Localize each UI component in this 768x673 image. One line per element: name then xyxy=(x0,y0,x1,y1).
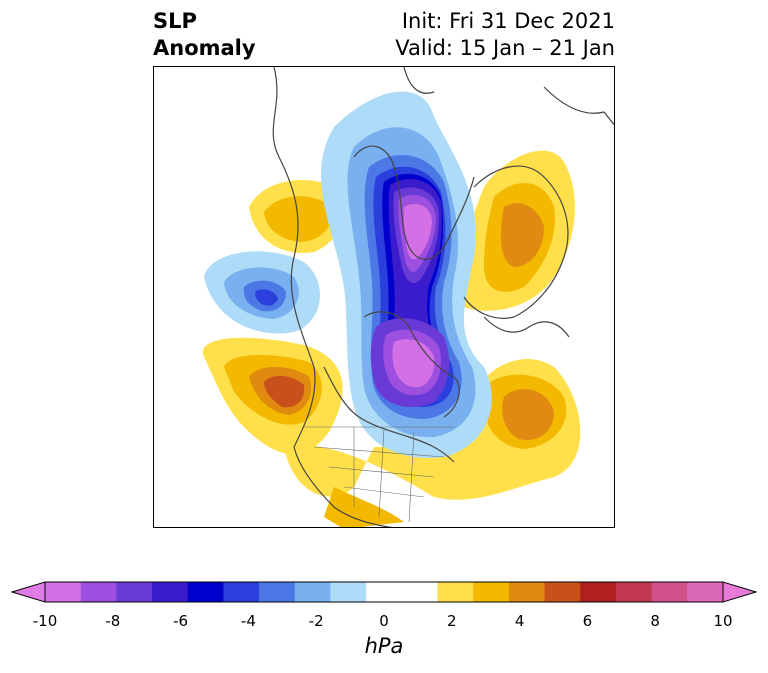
colorbar xyxy=(10,581,758,603)
colorbar-tick-label: 10 xyxy=(713,612,733,630)
arctic-low-anomaly xyxy=(321,91,492,458)
colorbar-tick-label: -6 xyxy=(173,612,189,630)
colorbar-outline xyxy=(44,581,724,603)
valid-range: Valid: 15 Jan – 21 Jan xyxy=(395,36,615,60)
colorbar-segment xyxy=(223,582,260,602)
title-type: Anomaly xyxy=(153,36,256,60)
colorbar-max-extension xyxy=(722,581,758,603)
init-date: Init: Fri 31 Dec 2021 xyxy=(401,9,615,33)
colorbar-segment xyxy=(508,582,546,602)
colorbar-tick-label: 6 xyxy=(582,612,593,630)
colorbar-tick-label: -10 xyxy=(32,612,58,630)
colorbar-segment xyxy=(473,582,510,602)
anomaly-map xyxy=(202,67,614,527)
pacific-high-anomaly xyxy=(202,337,343,455)
coastlines xyxy=(272,67,614,527)
eurasia-high-anomaly xyxy=(460,150,575,311)
colorbar-segment xyxy=(80,582,117,602)
colorbar-tick-label: 0 xyxy=(379,612,389,630)
colorbar-tick-label: 2 xyxy=(447,612,457,630)
colorbar-segment xyxy=(152,582,189,602)
colorbar-min-extension xyxy=(10,581,46,603)
colorbar-segment xyxy=(580,582,617,602)
title-variable: SLP xyxy=(153,9,197,33)
colorbar-label: hPa xyxy=(364,634,404,658)
title-right: Init: Fri 31 Dec 2021 Valid: 15 Jan – 21… xyxy=(395,8,615,62)
map-panel xyxy=(153,66,615,528)
colorbar-segment xyxy=(45,582,82,602)
colorbar-segment xyxy=(615,582,653,602)
colorbar-tick-label: -8 xyxy=(105,612,121,630)
colorbar-segment xyxy=(437,582,474,602)
colorbar-segment xyxy=(687,582,724,602)
title-left: SLP Anomaly xyxy=(153,8,256,62)
colorbar-segment xyxy=(259,582,296,602)
colorbar-segment xyxy=(187,582,224,602)
colorbar-segment xyxy=(544,582,581,602)
colorbar-segment xyxy=(366,582,403,602)
colorbar-segment xyxy=(330,582,367,602)
colorbar-tick-label: 8 xyxy=(650,612,660,630)
state-borders xyxy=(304,426,454,523)
colorbar-segment xyxy=(401,582,439,602)
colorbar-segment xyxy=(116,582,153,602)
pacific-low-anomaly xyxy=(204,251,321,334)
colorbar-segment xyxy=(651,582,688,602)
atlantic-high-anomaly xyxy=(284,358,581,527)
colorbar-tick-label: 4 xyxy=(514,612,525,630)
colorbar-segment xyxy=(294,582,331,602)
colorbar-tick-label: -2 xyxy=(308,612,324,630)
colorbar-tick-label: -4 xyxy=(240,612,256,630)
